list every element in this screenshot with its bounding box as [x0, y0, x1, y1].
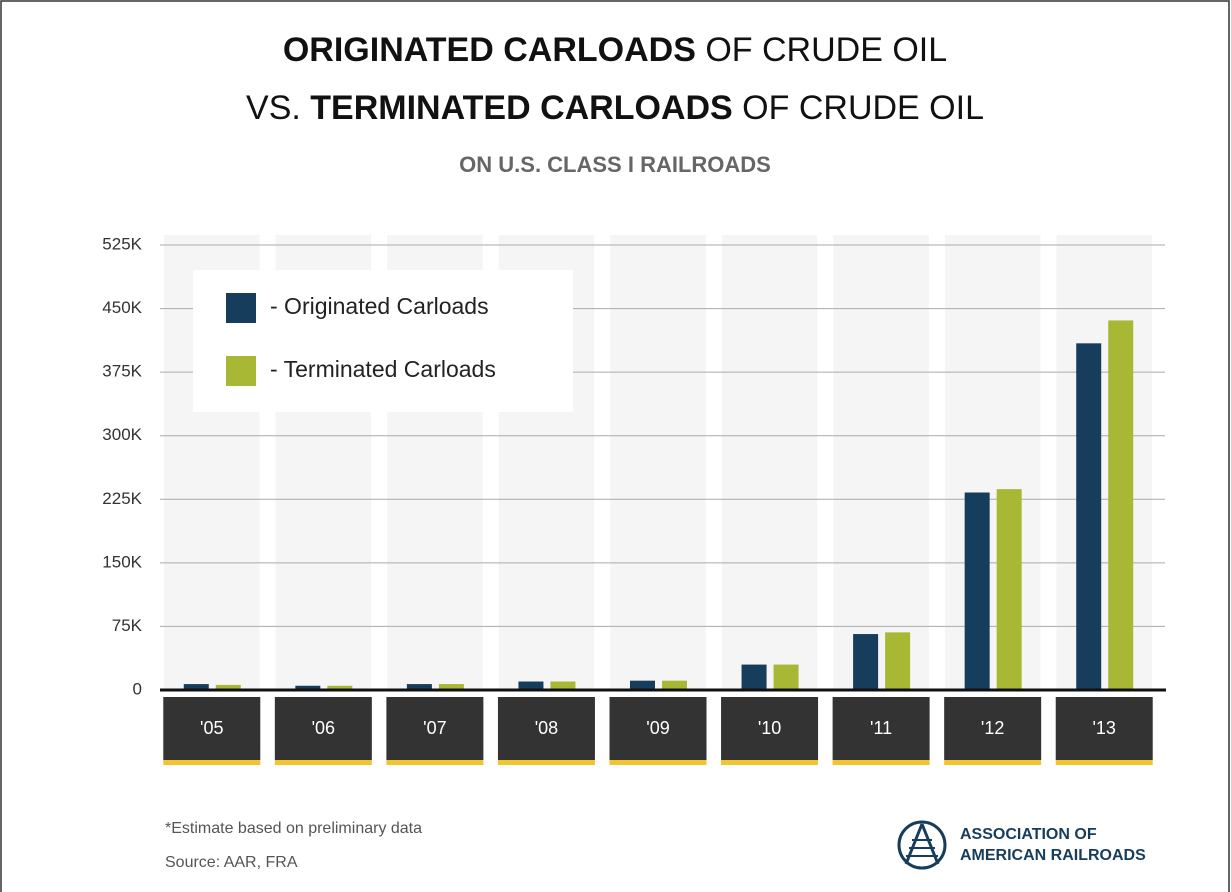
- title-part: OF CRUDE OIL: [696, 31, 947, 69]
- bar: [295, 685, 321, 690]
- bar: [406, 684, 432, 690]
- title-part: ORIGINATED CARLOADS: [283, 31, 696, 69]
- legend-label: - Terminated Carloads: [270, 356, 496, 382]
- category-stripe: [832, 760, 930, 765]
- category-box: [832, 697, 930, 760]
- category-box: [1055, 697, 1153, 760]
- x-tick-label: '05: [200, 718, 223, 738]
- category-stripe: [1055, 760, 1153, 765]
- bar: [215, 684, 241, 690]
- footnote: *Estimate based on preliminary data: [165, 820, 422, 837]
- category-box: [386, 697, 484, 760]
- chart-title: VS. TERMINATED CARLOADS OF CRUDE OIL: [246, 89, 984, 127]
- bar: [183, 684, 209, 690]
- source: Source: AAR, FRA: [165, 854, 298, 871]
- column-background: [721, 235, 818, 690]
- column-background: [833, 235, 929, 690]
- legend-box: [193, 270, 573, 412]
- x-tick-label: '09: [646, 718, 669, 738]
- chart-subtitle: ON U.S. CLASS I RAILROADS: [459, 152, 771, 177]
- y-tick-label: 225K: [102, 489, 142, 508]
- category-box: [944, 697, 1042, 760]
- column-background: [944, 235, 1041, 690]
- category-stripe: [497, 760, 595, 765]
- category-box: [497, 697, 595, 760]
- y-tick-label: 450K: [102, 298, 142, 317]
- category-stripe: [386, 760, 484, 765]
- x-tick-label: '13: [1092, 718, 1115, 738]
- bar: [662, 680, 687, 690]
- x-tick-label: '12: [981, 718, 1004, 738]
- title-part: TERMINATED CARLOADS: [310, 89, 732, 127]
- category-box: [274, 697, 372, 760]
- x-tick-label: '08: [535, 718, 558, 738]
- x-tick-label: '11: [870, 718, 892, 738]
- y-tick-label: 150K: [102, 552, 142, 571]
- bar: [1076, 343, 1102, 690]
- category-stripe: [609, 760, 707, 765]
- logo-icon: [897, 820, 947, 870]
- bar: [964, 492, 990, 690]
- bar: [741, 664, 767, 690]
- column-background: [1056, 235, 1152, 690]
- category-stripe: [274, 760, 372, 765]
- legend-label: - Originated Carloads: [270, 293, 489, 319]
- bar: [438, 684, 464, 690]
- y-tick-label: 300K: [102, 425, 142, 444]
- logo-text: ASSOCIATION OF: [960, 826, 1097, 843]
- y-tick-label: 375K: [102, 362, 142, 381]
- column-background: [610, 235, 706, 690]
- bar: [518, 681, 544, 690]
- title-part: VS.: [246, 89, 310, 127]
- x-tick-label: '10: [758, 718, 781, 738]
- legend-swatch: [226, 293, 256, 323]
- bar: [550, 681, 576, 690]
- category-stripe: [721, 760, 819, 765]
- bar: [630, 680, 655, 690]
- logo-text: AMERICAN RAILROADS: [960, 847, 1146, 864]
- x-tick-label: '07: [423, 718, 446, 738]
- y-tick-label: 0: [133, 679, 142, 698]
- category-stripe: [944, 760, 1042, 765]
- category-box: [163, 697, 261, 760]
- bar: [327, 685, 353, 690]
- bar: [996, 489, 1022, 690]
- category-box: [721, 697, 819, 760]
- category-stripe: [163, 760, 261, 765]
- chart-title: ORIGINATED CARLOADS OF CRUDE OIL: [283, 31, 947, 69]
- y-tick-label: 525K: [102, 234, 142, 253]
- category-box: [609, 697, 707, 760]
- legend-swatch: [226, 356, 256, 386]
- bar: [773, 664, 799, 690]
- y-tick-label: 75K: [112, 616, 143, 635]
- bar: [1108, 320, 1134, 690]
- title-part: OF CRUDE OIL: [733, 89, 984, 127]
- x-tick-label: '06: [312, 718, 335, 738]
- bar: [853, 634, 879, 690]
- bar: [885, 632, 911, 690]
